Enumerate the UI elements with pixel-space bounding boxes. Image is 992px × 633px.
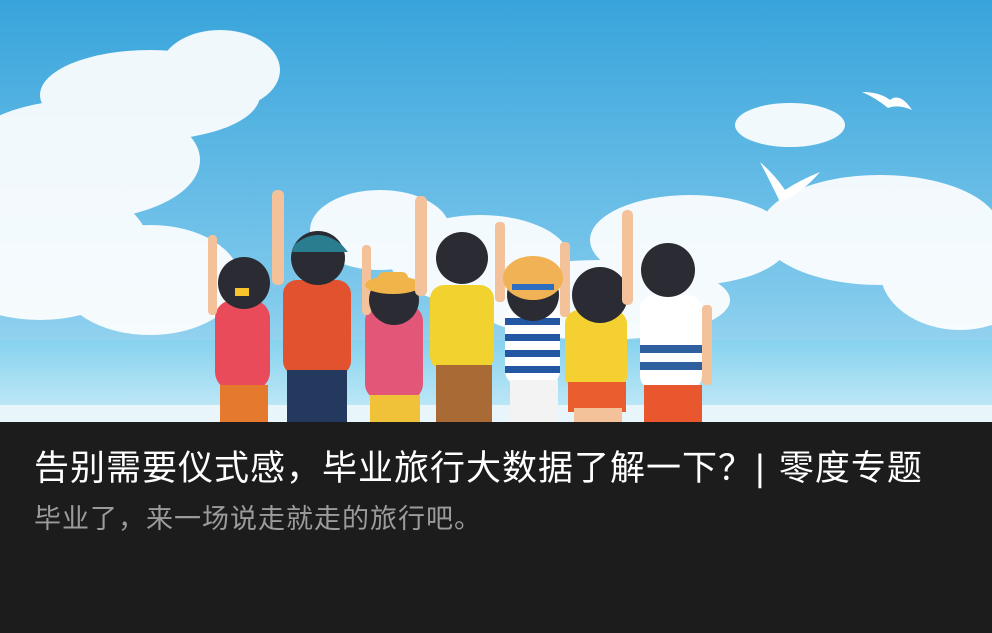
article-subtitle: 毕业了，来一场说走就走的旅行吧。	[34, 504, 482, 535]
article-title[interactable]: 告别需要仪式感，毕业旅行大数据了解一下？| 零度专题	[34, 449, 923, 489]
hero-image[interactable]	[0, 0, 992, 422]
article-caption: 告别需要仪式感，毕业旅行大数据了解一下？| 零度专题 毕业了，来一场说走就走的旅…	[0, 422, 992, 633]
seagull-icon	[760, 92, 912, 202]
friends-illustration	[208, 190, 712, 422]
